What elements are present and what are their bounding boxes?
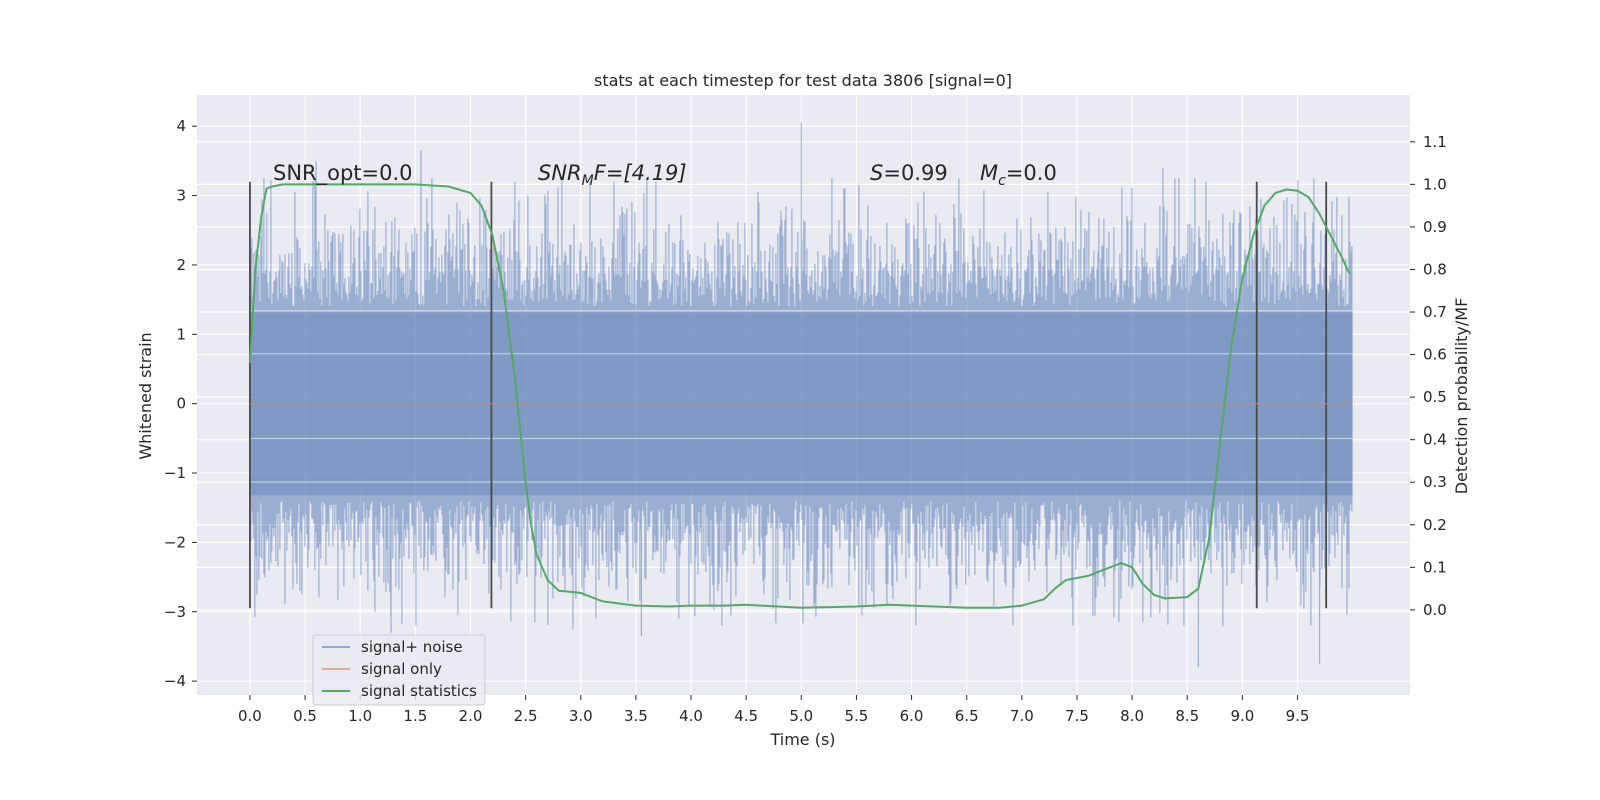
x-tick-label: 1.5: [403, 707, 427, 725]
x-tick-label: 6.5: [955, 707, 979, 725]
y2-tick-label: 0.5: [1423, 388, 1447, 406]
x-tick-label: 3.5: [624, 707, 648, 725]
x-axis-label: Time (s): [769, 730, 835, 749]
x-tick-label: 4.5: [734, 707, 758, 725]
snr-mf-annotation: SNRMF=[4.19]: [538, 161, 687, 189]
x-tick-label: 0.0: [238, 707, 262, 725]
x-tick-label: 8.0: [1120, 707, 1144, 725]
y2-tick-label: 0.9: [1423, 218, 1447, 236]
y-axis-label: Whitened strain: [136, 332, 155, 459]
vertical-markers: [249, 181, 1328, 609]
signal-statistics-line: [248, 183, 1351, 609]
annotations: SNR_opt=0.0 SNRMF=[4.19] S=0.99 Mc=0.0: [273, 161, 1057, 189]
x-tick-label: 6.0: [900, 707, 924, 725]
x-tick-label: 9.0: [1230, 707, 1254, 725]
x-tick-label: 1.0: [348, 707, 372, 725]
x-tick-label: 5.0: [789, 707, 813, 725]
y-tick-label: 3: [176, 187, 186, 205]
legend-label-noise: signal+ noise: [361, 638, 463, 656]
x-tick-label: 0.5: [293, 707, 317, 725]
x-tick-label: 3.0: [569, 707, 593, 725]
y2-tick-label: 0.3: [1423, 473, 1447, 491]
y-tick-label: 1: [176, 325, 186, 343]
signal-lines: [248, 183, 1353, 609]
x-tick-label: 7.0: [1010, 707, 1034, 725]
legend-label-stats: signal statistics: [361, 682, 477, 700]
x-tick-label: 9.5: [1286, 707, 1310, 725]
y2-tick-label: 0.2: [1423, 516, 1447, 534]
y-tick-label: −3: [164, 603, 186, 621]
y-tick-label: 0: [176, 395, 186, 413]
x-tick-label: 2.5: [514, 707, 538, 725]
y2-tick-label: 1.1: [1423, 133, 1447, 151]
x-tick-label: 2.0: [459, 707, 483, 725]
s-annotation: S=0.99: [870, 161, 948, 185]
legend-label-signal: signal only: [361, 660, 442, 678]
y-tick-label: −2: [164, 533, 186, 551]
y2-tick-label: 0.4: [1423, 431, 1447, 449]
x-tick-label: 4.0: [679, 707, 703, 725]
y2-tick-label: 1.0: [1423, 175, 1447, 193]
y-tick-label: 4: [176, 117, 186, 135]
y2-tick-label: 0.7: [1423, 303, 1447, 321]
y-tick-label: −4: [164, 672, 186, 690]
snr-opt-annotation: SNR_opt=0.0: [273, 161, 413, 186]
legend: signal+ noise signal only signal statist…: [312, 634, 486, 706]
x-tick-label: 5.5: [845, 707, 869, 725]
y-tick-label: 2: [176, 256, 186, 274]
y2-tick-label: 0.6: [1423, 346, 1447, 364]
chart-title: stats at each timestep for test data 380…: [594, 71, 1012, 90]
legend-box: [312, 634, 486, 706]
x-tick-label: 8.5: [1175, 707, 1199, 725]
mc-annotation: Mc=0.0: [980, 161, 1057, 189]
y2-tick-label: 0.0: [1423, 601, 1447, 619]
y-tick-label: −1: [164, 464, 186, 482]
axis-ticks: 0.0 0.5 1.0 1.5 2.0 2.5 3.0 3.5 4.0 4.5 5.0 5.5 6.0 6…: [164, 117, 1447, 725]
x-tick-label: 7.5: [1065, 707, 1089, 725]
y2-tick-label: 0.8: [1423, 260, 1447, 278]
y2-tick-label: 0.1: [1423, 558, 1447, 576]
y2-axis-label: Detection probability/MF: [1452, 298, 1471, 495]
